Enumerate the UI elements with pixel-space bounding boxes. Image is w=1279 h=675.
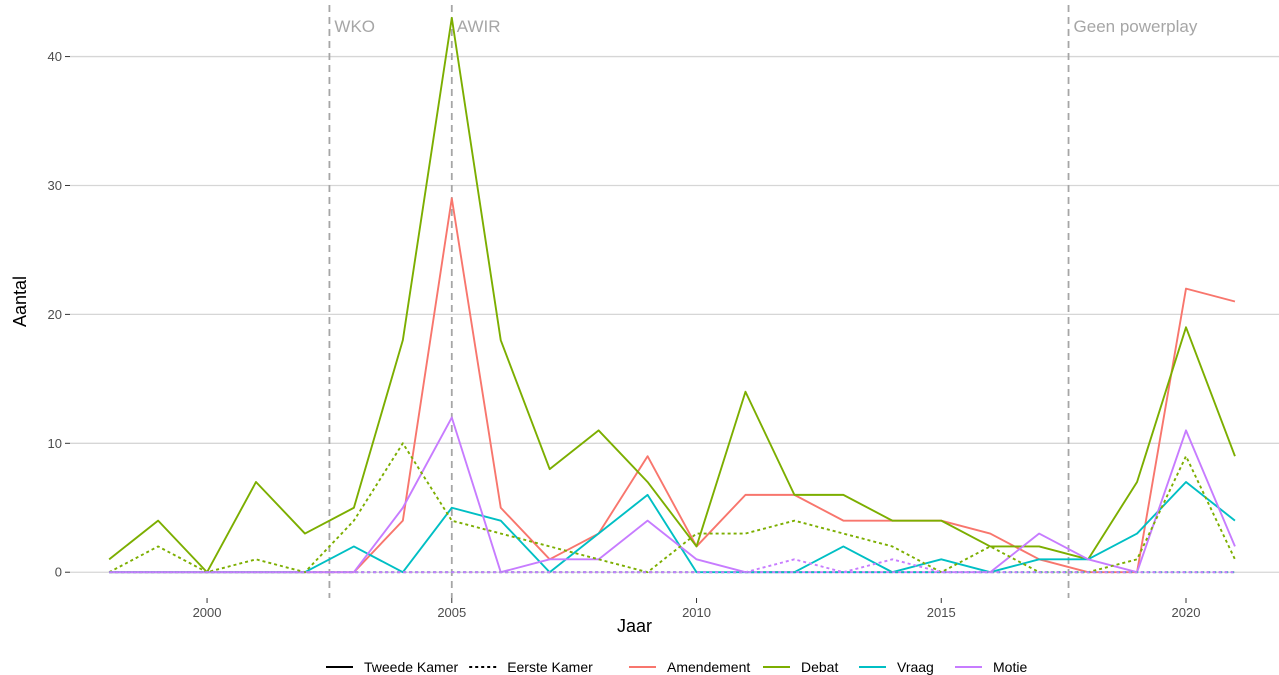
y-tick-label: 20 — [48, 307, 62, 322]
x-tick-label: 2005 — [437, 605, 466, 620]
legend-label-motie: Motie — [993, 659, 1027, 675]
x-tick-label: 2015 — [927, 605, 956, 620]
y-tick-label: 30 — [48, 178, 62, 193]
event-label-wko: WKO — [334, 17, 375, 36]
event-lines: WKO AWIR Geen powerplay — [328, 5, 1198, 598]
legend-label-eerste-kamer: Eerste Kamer — [507, 659, 593, 675]
x-tick-label: 2000 — [193, 605, 222, 620]
legend-label-debat: Debat — [801, 659, 838, 675]
x-tick-label: 2020 — [1172, 605, 1201, 620]
event-label-geen-powerplay: Geen powerplay — [1074, 17, 1198, 36]
legend-label-amendement: Amendement — [667, 659, 750, 675]
y-tick-label: 0 — [55, 565, 62, 580]
series-line-vraag-tweede-kamer — [109, 481, 1236, 574]
series-line-debat-tweede-kamer — [108, 16, 1236, 574]
event-label-awir: AWIR — [457, 17, 501, 36]
legend-label-vraag: Vraag — [897, 659, 934, 675]
x-tick-label: 2010 — [682, 605, 711, 620]
x-axis-title: Jaar — [617, 616, 652, 636]
y-tick-label: 40 — [48, 49, 62, 64]
series-line-motie-eerste-kamer — [109, 558, 1235, 574]
y-tick-label: 10 — [48, 436, 62, 451]
axes: 0 10 20 30 40 2000 2005 2010 2015 2020 — [48, 49, 1201, 620]
legend-label-tweede-kamer: Tweede Kamer — [364, 659, 458, 675]
legend: Tweede Kamer Eerste Kamer Amendement Debat V… — [326, 659, 1027, 675]
gridlines — [70, 55, 1279, 573]
series-line-motie-tweede-kamer — [109, 416, 1236, 574]
series-lines — [108, 16, 1236, 574]
y-axis-title: Aantal — [10, 276, 30, 327]
series-line-amendement-tweede-kamer — [109, 197, 1236, 574]
